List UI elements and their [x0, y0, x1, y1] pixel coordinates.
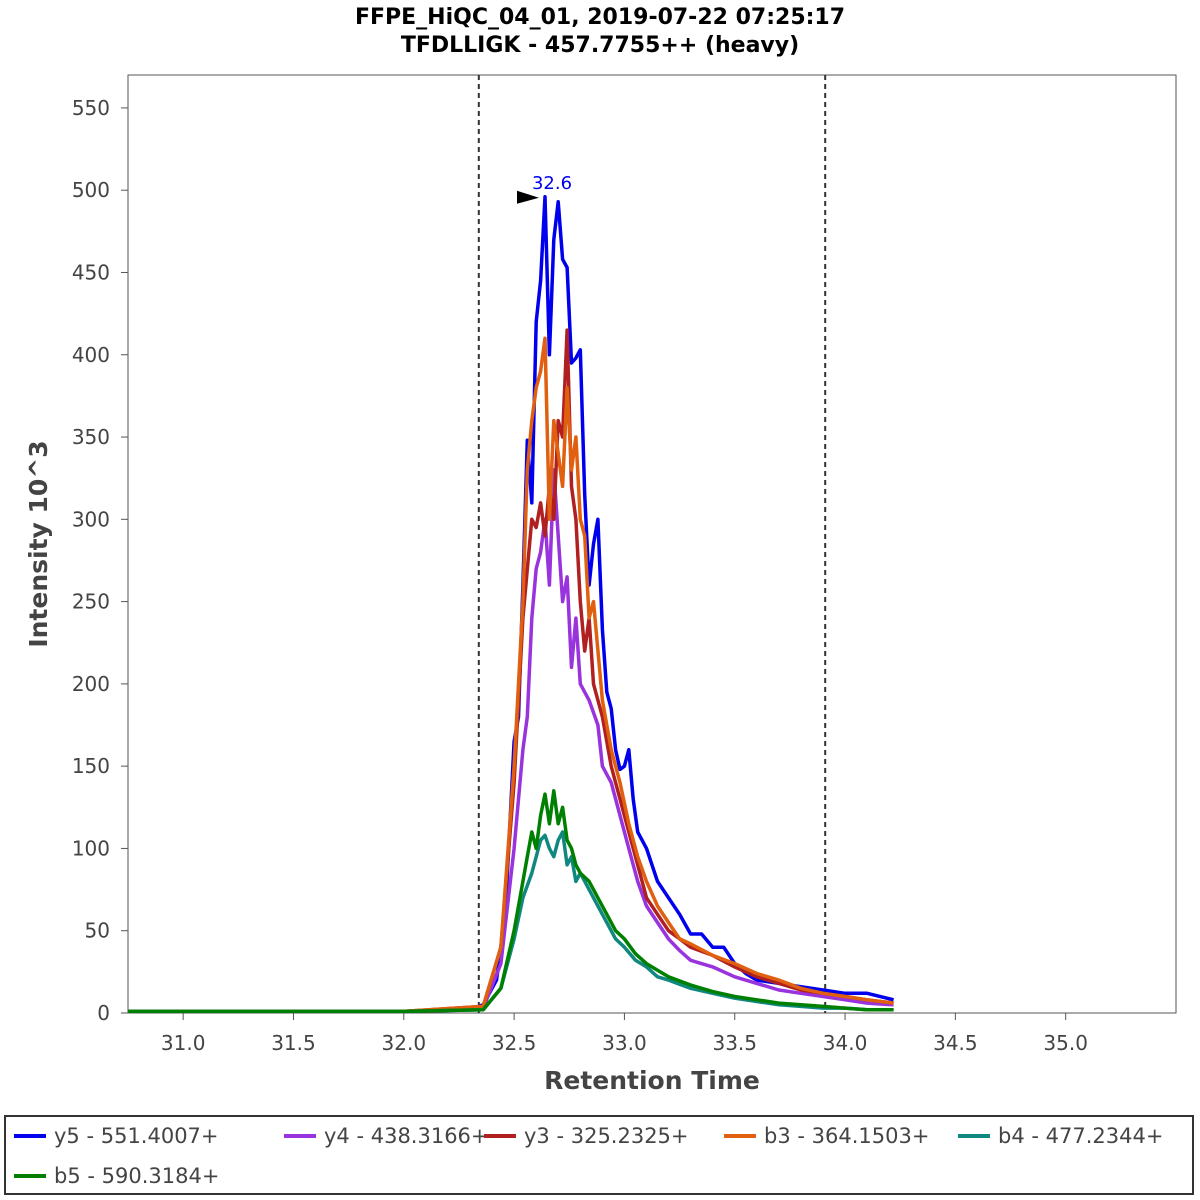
x-tick-label: 31.0 — [161, 1031, 206, 1055]
x-tick-label: 32.5 — [492, 1031, 537, 1055]
y-tick-label: 400 — [72, 343, 110, 367]
legend: y5 - 551.4007+ y4 - 438.3166+ y3 - 325.232… — [4, 1115, 1194, 1195]
y-axis-label: Intensity 10^3 — [24, 440, 53, 647]
y-tick-label: 100 — [72, 836, 110, 860]
y-tick-label: 300 — [72, 507, 110, 531]
legend-swatch — [958, 1134, 990, 1138]
legend-label: y5 - 551.4007+ — [54, 1124, 219, 1148]
legend-label: y3 - 325.2325+ — [524, 1124, 689, 1148]
x-tick-label: 34.0 — [823, 1031, 868, 1055]
apex-annotation-label: 32.6 — [532, 173, 572, 194]
legend-swatch — [724, 1134, 756, 1138]
x-tick-label: 33.0 — [602, 1031, 647, 1055]
legend-swatch — [14, 1174, 46, 1178]
chart-subtitle: TFDLLIGK - 457.7755++ (heavy) — [401, 33, 799, 58]
y-tick-label: 500 — [72, 178, 110, 202]
legend-label: b3 - 364.1503+ — [764, 1124, 930, 1148]
legend-swatch — [14, 1134, 46, 1138]
x-tick-label: 31.5 — [271, 1031, 316, 1055]
legend-swatch — [284, 1134, 316, 1138]
series-line-2 — [128, 468, 894, 1014]
y-tick-label: 450 — [72, 260, 110, 284]
plot-area — [127, 74, 1177, 1014]
legend-item-1: y5 - 551.4007+ — [14, 1121, 219, 1151]
chart-title: FFPE_HiQC_04_01, 2019-07-22 07:25:17 — [355, 5, 845, 30]
legend-swatch — [484, 1134, 516, 1138]
legend-item-6: b5 - 590.3184+ — [14, 1161, 219, 1191]
series-line-3 — [128, 328, 894, 1014]
series-line-6 — [128, 789, 894, 1014]
legend-item-5: b4 - 477.2344+ — [958, 1121, 1163, 1151]
apex-marker-icon — [516, 190, 539, 204]
chromatogram-chart: FFPE_HiQC_04_01, 2019-07-22 07:25:17 TFD… — [24, 5, 1177, 1095]
legend-item-4: b3 - 364.1503+ — [724, 1121, 929, 1151]
legend-item-2: y4 - 438.3166+ — [284, 1121, 489, 1151]
y-tick-label: 250 — [72, 590, 110, 614]
y-tick-label: 0 — [97, 1001, 110, 1025]
legend-label: b5 - 590.3184+ — [54, 1164, 220, 1188]
x-tick-label: 32.0 — [382, 1031, 427, 1055]
y-tick-label: 150 — [72, 754, 110, 778]
x-tick-label: 35.0 — [1043, 1031, 1088, 1055]
series-line-4 — [128, 336, 894, 1014]
x-tick-label: 34.5 — [933, 1031, 978, 1055]
y-tick-label: 200 — [72, 672, 110, 696]
y-tick-label: 350 — [72, 425, 110, 449]
legend-label: b4 - 477.2344+ — [998, 1124, 1164, 1148]
legend-item-3: y3 - 325.2325+ — [484, 1121, 689, 1151]
y-tick-label: 550 — [72, 96, 110, 120]
legend-label: y4 - 438.3166+ — [324, 1124, 489, 1148]
x-axis-label: Retention Time — [544, 1066, 760, 1095]
y-tick-label: 50 — [85, 919, 110, 943]
x-tick-label: 33.5 — [712, 1031, 757, 1055]
